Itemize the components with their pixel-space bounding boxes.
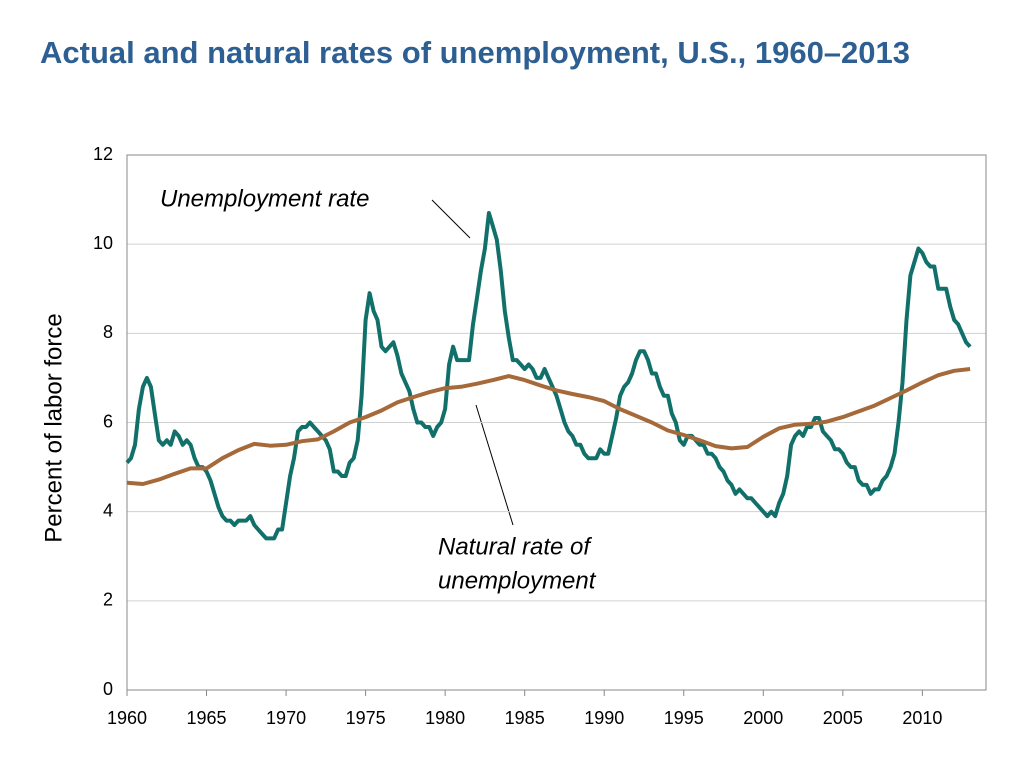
x-tick-label: 1965 bbox=[187, 708, 227, 728]
y-tick-label: 4 bbox=[103, 500, 113, 520]
x-tick-label: 1995 bbox=[664, 708, 704, 728]
x-tick-label: 1970 bbox=[266, 708, 306, 728]
x-tick-label: 2000 bbox=[743, 708, 783, 728]
x-tick-label: 1985 bbox=[505, 708, 545, 728]
series-line bbox=[126, 367, 971, 486]
x-tick-label: 1975 bbox=[346, 708, 386, 728]
x-tick-label: 1990 bbox=[584, 708, 624, 728]
x-tick-label: 1980 bbox=[425, 708, 465, 728]
y-tick-label: 6 bbox=[103, 411, 113, 431]
leader-line bbox=[475, 404, 514, 526]
y-tick-label: 8 bbox=[103, 322, 113, 342]
annotation: unemployment bbox=[438, 567, 597, 594]
annotation: Natural rate of bbox=[438, 533, 592, 560]
plot-frame bbox=[126, 154, 987, 691]
y-tick-label: 10 bbox=[93, 233, 113, 253]
leader-line bbox=[431, 199, 471, 239]
y-axis-label: Percent of labor force bbox=[40, 313, 67, 542]
x-tick-label: 2010 bbox=[902, 708, 942, 728]
y-tick-label: 2 bbox=[103, 590, 113, 610]
chart-title: Actual and natural rates of unemployment… bbox=[40, 35, 911, 70]
annotation: Unemployment rate bbox=[160, 185, 369, 212]
series-line bbox=[125, 211, 972, 541]
y-tick-label: 12 bbox=[93, 144, 113, 164]
y-tick-label: 0 bbox=[103, 679, 113, 699]
x-tick-label: 1960 bbox=[107, 708, 147, 728]
x-tick-label: 2005 bbox=[823, 708, 863, 728]
